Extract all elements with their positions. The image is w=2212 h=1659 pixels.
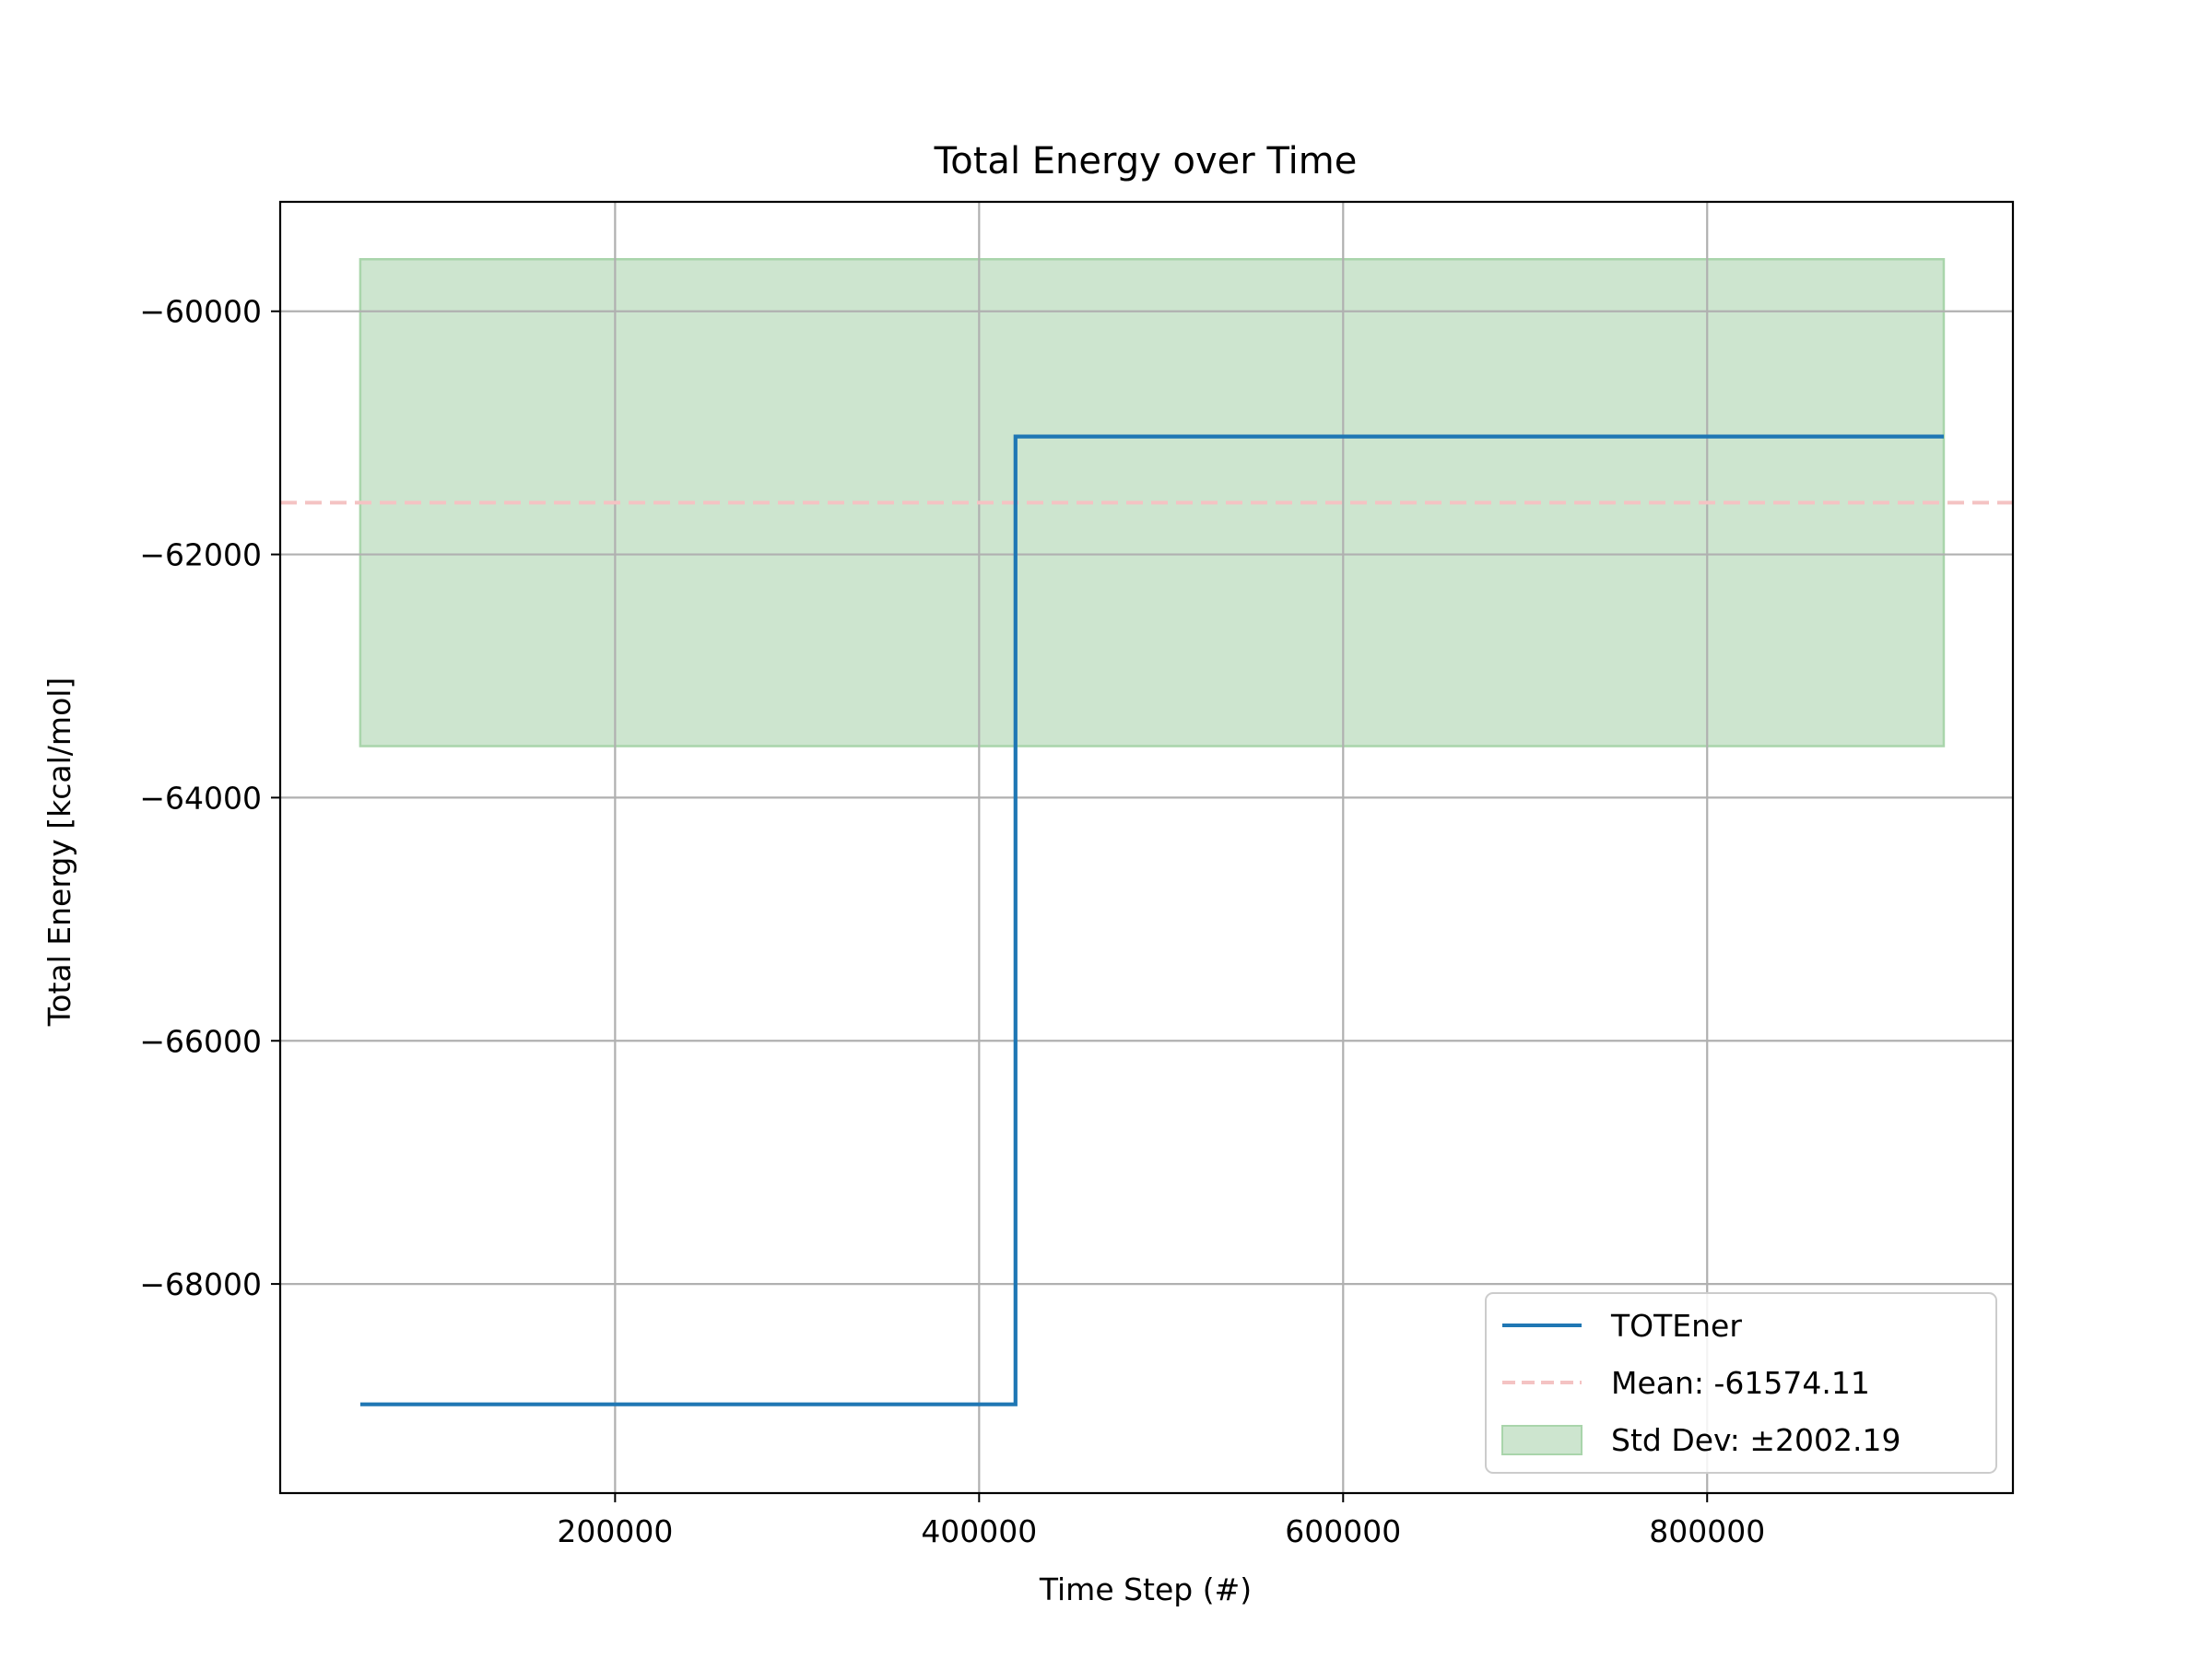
series-line-totener: [359, 434, 1944, 1406]
legend-label-mean: Mean: -61574.11: [1611, 1365, 1870, 1401]
y-tick-label: −68000: [139, 1266, 262, 1302]
y-axis-ticks: −68000 −66000 −64000 −62000 −60000: [139, 294, 280, 1302]
y-tick-label: −64000: [139, 780, 262, 816]
y-tick-label: −66000: [139, 1023, 262, 1059]
x-axis-label: Time Step (#): [1039, 1571, 1252, 1607]
x-axis-ticks: 200000 400000 600000 800000: [557, 1493, 1765, 1549]
axes-frame: [278, 200, 2015, 1495]
series-layer: [359, 434, 1944, 1406]
x-tick-label: 800000: [1649, 1513, 1765, 1549]
chart-title: Total Energy over Time: [934, 140, 1358, 182]
y-gridlines: [280, 310, 2013, 1286]
x-gridlines: [614, 202, 1709, 1493]
legend-swatch-std: [1501, 1425, 1583, 1455]
y-tick-label: −60000: [139, 294, 262, 330]
x-tick-label: 200000: [557, 1513, 673, 1549]
x-tick-label: 400000: [921, 1513, 1037, 1549]
x-tick-label: 600000: [1285, 1513, 1401, 1549]
legend: TOTEner Mean: -61574.11 Std Dev: ±2002.1…: [1485, 1292, 1997, 1474]
legend-label-std: Std Dev: ±2002.19: [1611, 1422, 1900, 1458]
y-tick-label: −62000: [139, 537, 262, 573]
y-axis-label: Total Energy [kcal/mol]: [41, 677, 77, 1028]
legend-box: [1485, 1292, 1997, 1474]
legend-label-totener: TOTEner: [1610, 1308, 1742, 1344]
